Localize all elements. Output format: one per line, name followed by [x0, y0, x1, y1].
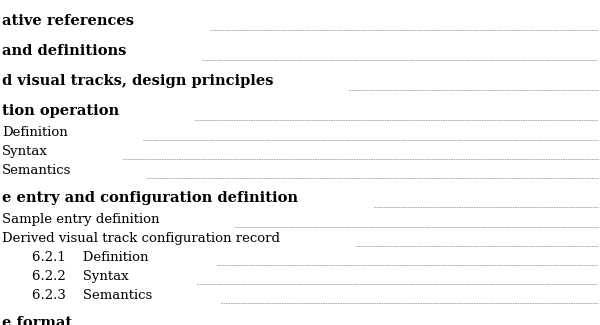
Text: tion operation: tion operation	[2, 104, 119, 118]
Text: Definition: Definition	[2, 126, 68, 139]
Text: Syntax: Syntax	[2, 145, 48, 158]
Text: e format: e format	[2, 316, 72, 325]
Text: 6.2.2    Syntax: 6.2.2 Syntax	[32, 270, 128, 283]
Text: ative references: ative references	[2, 14, 134, 28]
Text: Derived visual track configuration record: Derived visual track configuration recor…	[2, 232, 280, 245]
Text: Sample entry definition: Sample entry definition	[2, 213, 160, 226]
Text: 6.2.3    Semantics: 6.2.3 Semantics	[32, 289, 152, 302]
Text: 6.2.1    Definition: 6.2.1 Definition	[32, 251, 149, 264]
Text: and definitions: and definitions	[2, 44, 127, 58]
Text: Semantics: Semantics	[2, 164, 71, 177]
Text: d visual tracks, design principles: d visual tracks, design principles	[2, 74, 274, 88]
Text: e entry and configuration definition: e entry and configuration definition	[2, 191, 298, 205]
